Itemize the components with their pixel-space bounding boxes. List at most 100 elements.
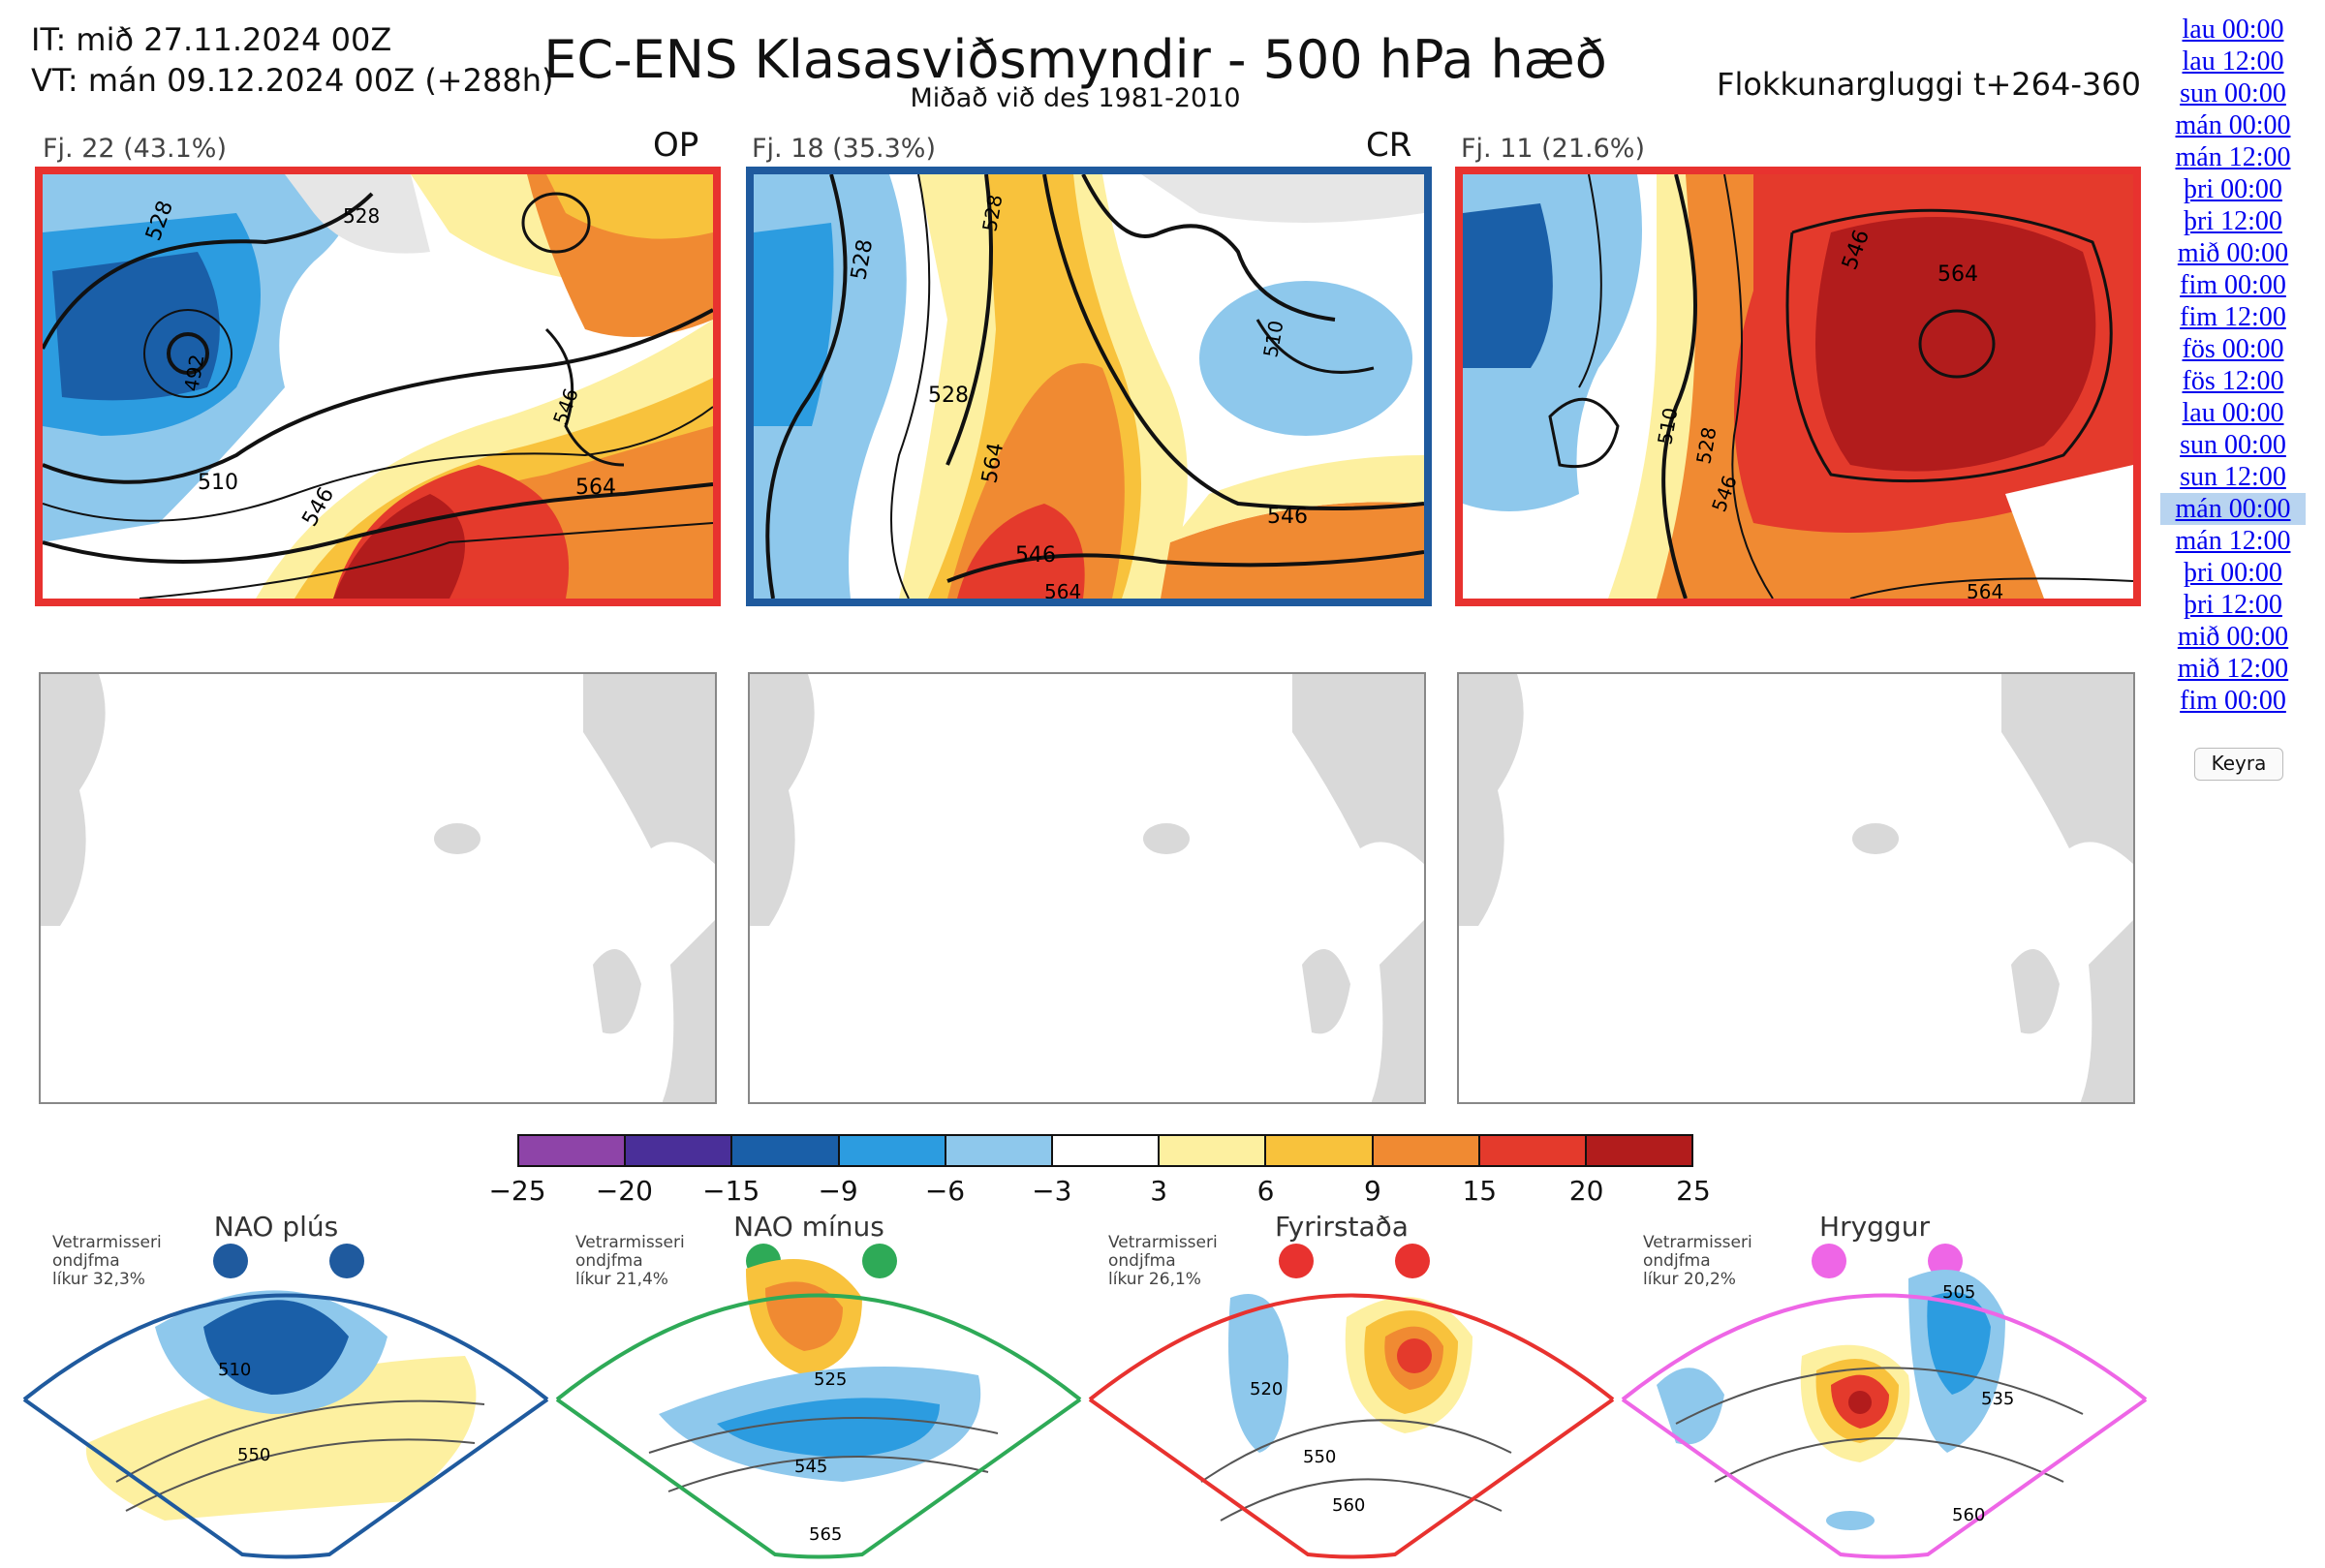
contour-label: 535 [1981, 1389, 2014, 1409]
colorbar-cell [519, 1136, 627, 1165]
time-link[interactable]: þri 00:00 [2184, 558, 2282, 588]
contour-label: 565 [809, 1524, 842, 1545]
cluster-3-label: Fj. 11 (21.6%) [1461, 134, 1645, 164]
contour-label: 564 [1967, 580, 2003, 599]
colorbar-tick-label: −9 [818, 1175, 858, 1207]
regime-2-title: NAO mínus [733, 1211, 884, 1243]
time-link[interactable]: þri 12:00 [2184, 590, 2282, 620]
time-navigation: lau 00:00 lau 12:00 sun 00:00 mán 00:00 mán … [2160, 14, 2306, 717]
contour-label: 550 [237, 1445, 270, 1465]
regime-marker [213, 1244, 248, 1278]
regime-marker [1395, 1244, 1430, 1278]
colorbar-tick-label: −3 [1032, 1175, 1072, 1207]
regime-1-info: Vetrarmisseri ondjfma líkur 32,3% [52, 1233, 162, 1289]
contour-label: 564 [1044, 580, 1081, 599]
colorbar-tick-label: 6 [1256, 1175, 1275, 1207]
time-link[interactable]: mið 12:00 [2177, 654, 2289, 684]
colorbar-cell [1160, 1136, 1267, 1165]
time-link[interactable]: þri 00:00 [2184, 174, 2282, 204]
colorbar-tick-label: 20 [1568, 1175, 1604, 1207]
colorbar-cell [1586, 1136, 1692, 1165]
cluster-3-map: 546 564 510 528 546 564 [1455, 167, 2141, 606]
colorbar-tick-label: 3 [1150, 1175, 1168, 1207]
colorbar-tick-label: −25 [488, 1175, 546, 1207]
time-link[interactable]: sun 00:00 [2180, 78, 2286, 108]
colorbar-cell [626, 1136, 733, 1165]
contour-label: 510 [198, 471, 238, 495]
time-link[interactable]: lau 00:00 [2182, 15, 2284, 45]
blank-map-2 [748, 672, 1426, 1104]
time-link[interactable]: fim 12:00 [2180, 302, 2286, 332]
anomaly-colorbar [517, 1134, 1693, 1167]
time-link[interactable]: mán 00:00 [2175, 110, 2291, 140]
time-link[interactable]: fim 00:00 [2180, 686, 2286, 716]
time-link[interactable]: mið 00:00 [2177, 622, 2289, 652]
regime-4-info: Vetrarmisseri ondjfma líkur 20,2% [1643, 1233, 1752, 1289]
time-link[interactable]: sun 12:00 [2180, 462, 2286, 492]
contour-label: 546 [1015, 543, 1056, 568]
colorbar-tick-label: −15 [702, 1175, 760, 1207]
colorbar-cell [1266, 1136, 1374, 1165]
time-link[interactable]: sun 00:00 [2180, 430, 2286, 460]
time-link[interactable]: fim 00:00 [2180, 270, 2286, 300]
regime-4-map: 505 535 560 [1621, 1244, 2148, 1559]
regime-4-title: Hryggur [1819, 1211, 1930, 1243]
run-button[interactable]: Keyra [2194, 748, 2283, 781]
contour-label: 545 [794, 1457, 827, 1477]
regime-2-map: 525 545 565 [555, 1244, 1082, 1559]
contour-label: 525 [814, 1369, 847, 1390]
colorbar-cell [1373, 1136, 1480, 1165]
colorbar-tick-label: 9 [1363, 1175, 1381, 1207]
colorbar-cell [732, 1136, 840, 1165]
time-link[interactable]: fös 12:00 [2182, 366, 2284, 396]
time-link[interactable]: lau 00:00 [2182, 398, 2284, 428]
regime-2-info: Vetrarmisseri ondjfma líkur 21,4% [575, 1233, 685, 1289]
cluster-1-code: OP [653, 126, 699, 165]
regime-1-map: 510 550 [22, 1244, 549, 1559]
page-subtitle: Miðað við des 1981-2010 [910, 83, 1241, 113]
regime-marker [862, 1244, 897, 1278]
blank-map-3 [1457, 672, 2135, 1104]
time-link[interactable]: mán 12:00 [2175, 526, 2291, 556]
colorbar-tick-label: −6 [924, 1175, 966, 1207]
cluster-2-code: CR [1366, 126, 1412, 165]
colorbar-cell [946, 1136, 1053, 1165]
contour-label: 520 [1250, 1379, 1283, 1399]
valid-time: VT: mán 09.12.2024 00Z (+288h) [31, 62, 554, 99]
time-link[interactable]: mið 00:00 [2177, 238, 2289, 268]
blank-map-1 [39, 672, 717, 1104]
cluster-1-map: 510 528 546 564 492 546 528 [35, 167, 721, 606]
contour-label: 560 [1332, 1495, 1365, 1516]
time-link[interactable]: þri 12:00 [2184, 206, 2282, 236]
time-link[interactable]: mán 00:00 [2160, 493, 2306, 525]
cluster-2-label: Fj. 18 (35.3%) [752, 134, 936, 164]
regime-marker [1812, 1244, 1846, 1278]
time-link[interactable]: lau 12:00 [2182, 46, 2284, 77]
contour-label: 528 [928, 384, 969, 408]
contour-label: 528 [343, 204, 380, 228]
contour-label: 546 [1267, 505, 1308, 529]
colorbar-tick-label: −20 [595, 1175, 653, 1207]
colorbar-cell [839, 1136, 946, 1165]
colorbar-cell [1479, 1136, 1587, 1165]
page-title: EC-ENS Klasasviðsmyndir - 500 hPa hæð [543, 29, 1607, 90]
colorbar-cell [1052, 1136, 1161, 1165]
time-link[interactable]: mán 12:00 [2175, 142, 2291, 172]
classification-window: Flokkunargluggi t+264-360 [1717, 66, 2141, 103]
contour-label: 564 [575, 476, 616, 500]
time-link[interactable]: fös 00:00 [2182, 334, 2284, 364]
cluster-2-map: 528 528 546 564 528 546 510 564 [746, 167, 1432, 606]
initial-time: IT: mið 27.11.2024 00Z [31, 21, 392, 58]
contour-label: 560 [1952, 1505, 1985, 1525]
contour-label: 505 [1942, 1282, 1975, 1303]
regime-marker [1279, 1244, 1314, 1278]
regime-3-info: Vetrarmisseri ondjfma líkur 26,1% [1108, 1233, 1218, 1289]
cluster-1-label: Fj. 22 (43.1%) [43, 134, 227, 164]
regime-3-title: Fyrirstaða [1275, 1211, 1409, 1243]
contour-label: 550 [1303, 1447, 1336, 1467]
regime-marker [1928, 1244, 1963, 1278]
colorbar-tick-label: 15 [1462, 1175, 1498, 1207]
colorbar-tick-label: 25 [1676, 1175, 1711, 1207]
regime-marker [329, 1244, 364, 1278]
regime-1-title: NAO plús [213, 1211, 339, 1243]
